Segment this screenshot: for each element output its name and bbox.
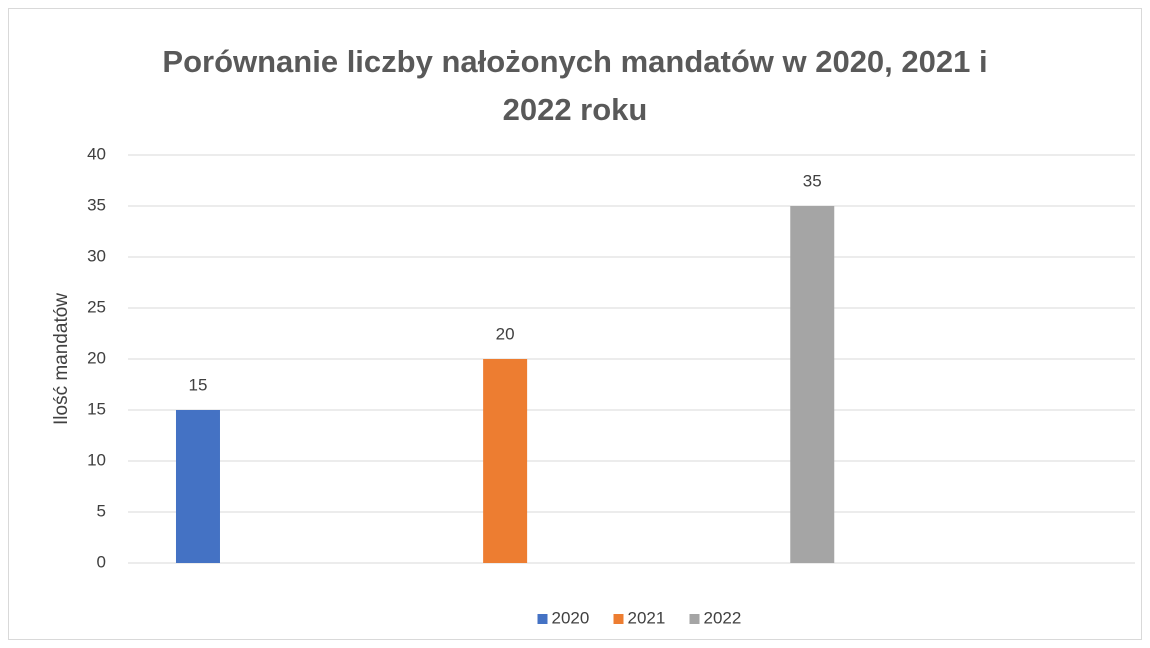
y-tick-label: 20 xyxy=(87,348,106,367)
bar xyxy=(790,206,835,563)
legend-swatch xyxy=(613,614,624,624)
y-tick-label: 0 xyxy=(97,552,106,571)
data-label: 20 xyxy=(496,324,515,343)
legend-swatch xyxy=(689,614,700,624)
y-tick-label: 40 xyxy=(87,144,106,163)
y-tick-label: 10 xyxy=(87,450,106,469)
y-tick-label: 5 xyxy=(97,501,106,520)
bar xyxy=(175,410,220,563)
legend-label: 2022 xyxy=(704,608,742,627)
legend-swatch xyxy=(537,614,548,624)
y-axis-label: Ilość mandatów xyxy=(51,293,72,425)
y-tick-label: 35 xyxy=(87,195,106,214)
legend-label: 2020 xyxy=(552,608,590,627)
y-tick-label: 25 xyxy=(87,297,106,316)
data-label: 35 xyxy=(803,171,822,190)
data-label: 15 xyxy=(189,375,208,394)
chart-title: Porównanie liczby nałożonych mandatów w … xyxy=(162,44,988,127)
y-tick-label: 15 xyxy=(87,399,106,418)
chart-frame xyxy=(8,8,1142,640)
y-tick-label: 30 xyxy=(87,246,106,265)
legend-label: 2021 xyxy=(628,608,666,627)
bar xyxy=(483,359,528,563)
